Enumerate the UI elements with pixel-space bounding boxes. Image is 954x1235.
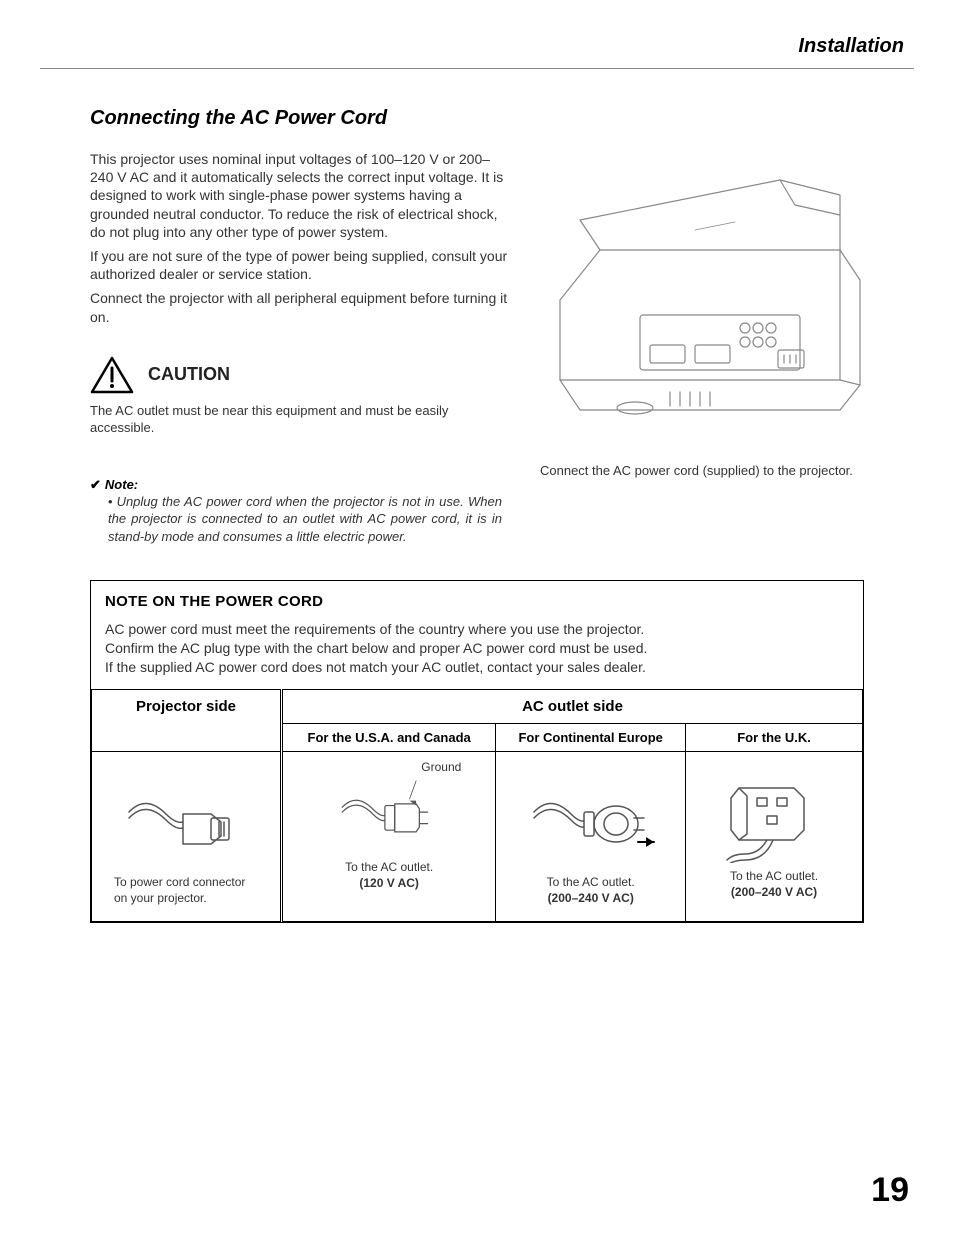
section-title: Connecting the AC Power Cord [90,107,864,130]
th-uk: For the U.K. [686,724,863,752]
page-number: 19 [871,1171,909,1210]
note-item: •Unplug the AC power cord when the proje… [90,493,510,546]
projector-plug-illustration [121,774,251,869]
page-header-title: Installation [40,35,914,68]
caution-row: CAUTION [90,356,510,394]
cell-usa: Ground To [282,752,496,922]
projector-illustration [540,150,880,450]
th-projector-side: Projector side [92,690,282,752]
usa-cap2: (120 V AC) [359,876,419,890]
projector-plug-caption: To power cord connector on your projecto… [98,875,274,906]
warning-triangle-icon [90,356,134,394]
intro-p3: Connect the projector with all periphera… [90,289,510,325]
left-column: This projector uses nominal input voltag… [90,150,510,545]
plug-table: Projector side AC outlet side For the U.… [91,689,863,922]
note-heading: ✔ Note: [90,477,510,493]
page-content: Connecting the AC Power Cord This projec… [40,107,914,923]
check-icon: ✔ [90,477,101,492]
uk-plug-illustration [709,768,839,863]
eu-cap2: (200–240 V AC) [548,891,634,905]
cell-uk: To the AC outlet. (200–240 V AC) [686,752,863,922]
uk-cap1: To the AC outlet. [730,869,818,883]
power-note-title: NOTE ON THE POWER CORD [105,593,849,610]
uk-cap2: (200–240 V AC) [731,885,817,899]
th-usa: For the U.S.A. and Canada [282,724,496,752]
eu-caption: To the AC outlet. (200–240 V AC) [502,875,679,906]
th-outlet-side: AC outlet side [282,690,863,724]
note-item-text: Unplug the AC power cord when the projec… [108,494,502,544]
caution-label: CAUTION [148,364,230,385]
power-note-text: AC power cord must meet the requirements… [105,620,849,677]
eu-plug-illustration [526,774,656,869]
usa-caption: To the AC outlet. (120 V AC) [289,860,489,891]
intro-p2: If you are not sure of the type of power… [90,247,510,283]
intro-p1: This projector uses nominal input voltag… [90,150,510,241]
caution-text: The AC outlet must be near this equipmen… [90,402,510,437]
eu-cap1: To the AC outlet. [547,875,635,889]
usa-cap1: To the AC outlet. [345,860,433,874]
bullet-icon: • [108,494,113,509]
cell-projector: To power cord connector on your projecto… [92,752,282,922]
usa-plug-illustration [324,776,454,854]
cell-eu: To the AC outlet. (200–240 V AC) [496,752,686,922]
ground-label: Ground [289,760,489,774]
uk-caption: To the AC outlet. (200–240 V AC) [692,869,856,900]
two-column-layout: This projector uses nominal input voltag… [90,150,864,545]
right-column: Connect the AC power cord (supplied) to … [540,150,880,545]
th-eu: For Continental Europe [496,724,686,752]
header-rule [40,68,914,69]
note-heading-text: Note: [105,477,138,492]
power-cord-note-box: NOTE ON THE POWER CORD AC power cord mus… [90,580,864,923]
figure-caption: Connect the AC power cord (supplied) to … [540,462,853,480]
